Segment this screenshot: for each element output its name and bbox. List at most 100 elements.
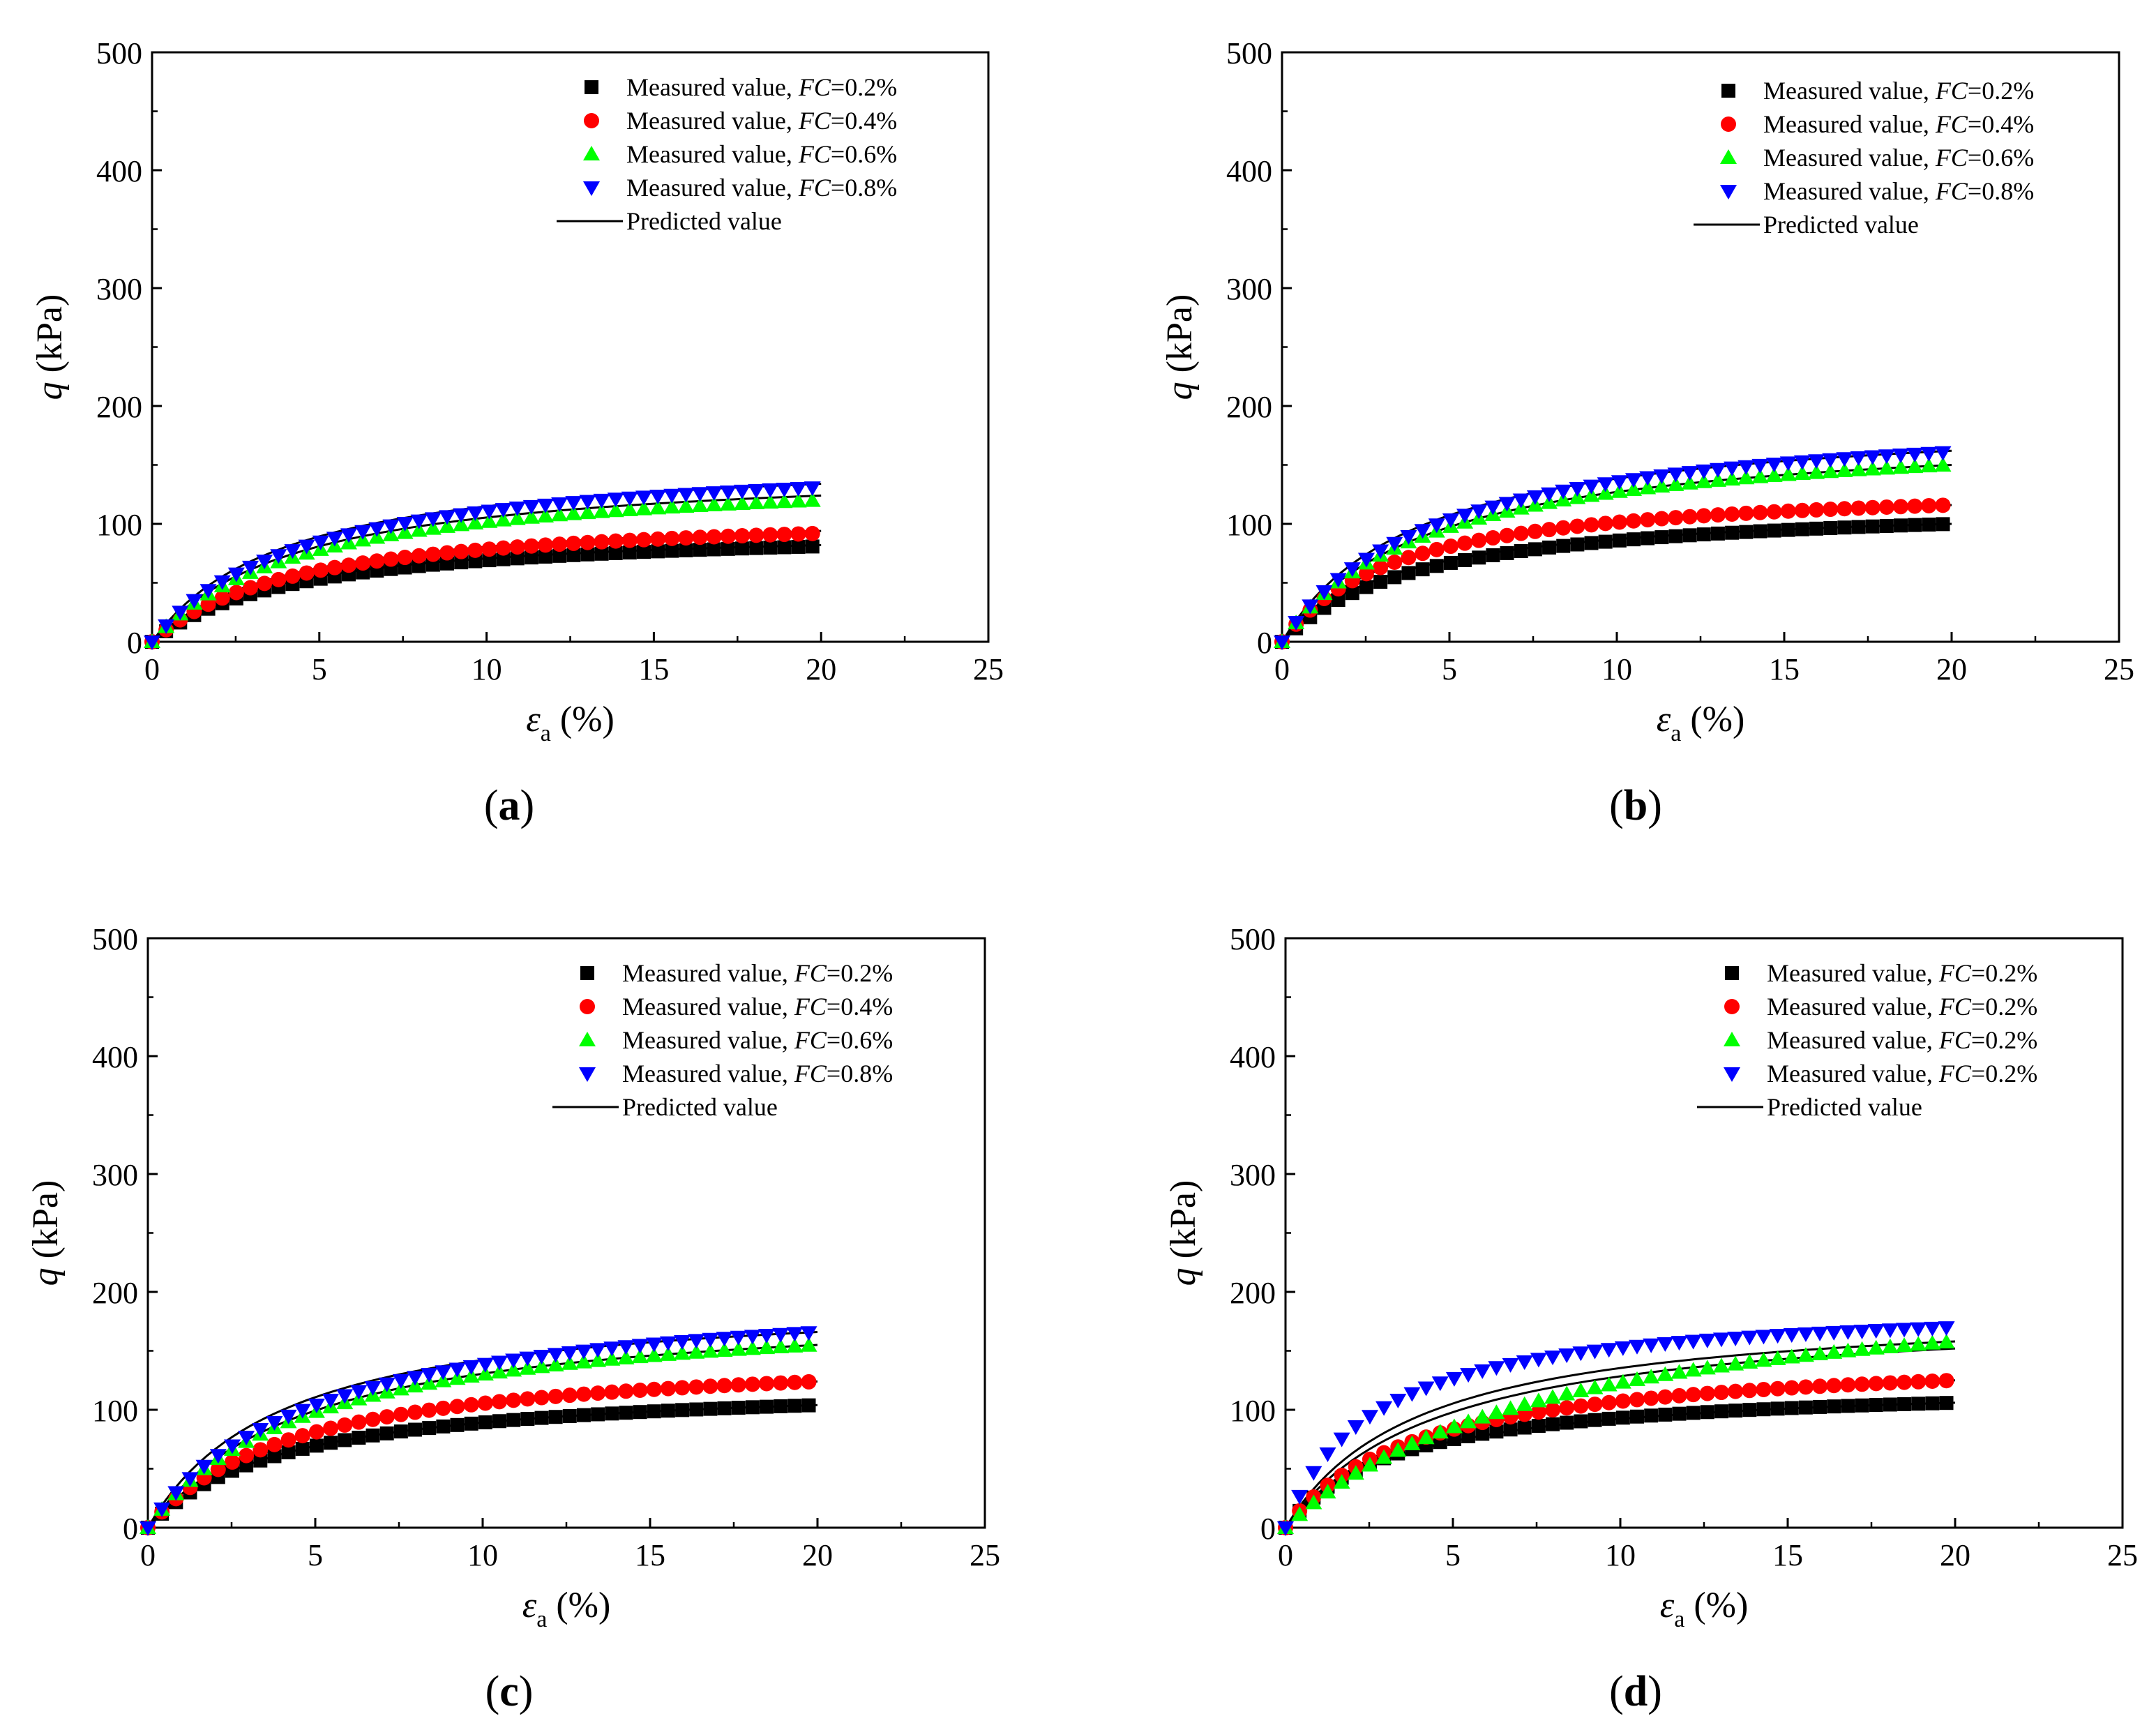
data-point bbox=[1558, 1348, 1576, 1364]
data-point bbox=[777, 540, 792, 555]
y-tick-label: 0 bbox=[1257, 626, 1272, 660]
data-point bbox=[688, 1334, 705, 1349]
data-point bbox=[1514, 544, 1528, 559]
data-point bbox=[195, 1459, 213, 1475]
data-point bbox=[340, 528, 358, 543]
data-point bbox=[519, 1351, 536, 1367]
data-point bbox=[663, 499, 681, 514]
x-tick-label: 20 bbox=[1936, 652, 1967, 686]
data-point bbox=[1794, 502, 1810, 518]
data-point bbox=[621, 491, 638, 506]
data-point bbox=[1850, 500, 1867, 516]
legend-label-1: Measured value, FC=0.2% bbox=[626, 73, 897, 101]
data-point bbox=[1516, 1396, 1533, 1411]
data-point bbox=[1460, 1368, 1477, 1383]
y-tick-label: 500 bbox=[1226, 36, 1272, 70]
data-point bbox=[1403, 1436, 1421, 1451]
data-point bbox=[1728, 1383, 1744, 1399]
series-1 bbox=[1275, 517, 1950, 649]
legend-label-1: Measured value, FC=0.2% bbox=[1767, 959, 2037, 987]
data-point bbox=[1779, 456, 1797, 472]
legend: Measured value, FC=0.2% Measured value, F… bbox=[552, 959, 893, 1121]
data-point bbox=[1358, 566, 1374, 582]
data-point bbox=[1813, 1399, 1827, 1414]
data-point bbox=[774, 1399, 788, 1413]
y-tick-label: 200 bbox=[1226, 390, 1272, 424]
data-point bbox=[1600, 1376, 1618, 1392]
y-tick-label: 500 bbox=[1230, 922, 1276, 956]
data-point bbox=[663, 488, 681, 504]
data-point bbox=[1461, 1429, 1476, 1443]
data-point bbox=[1781, 522, 1795, 537]
x-tick-label: 25 bbox=[2104, 652, 2134, 686]
data-point bbox=[646, 1381, 662, 1397]
data-point bbox=[1615, 1410, 1630, 1425]
data-point bbox=[266, 1436, 282, 1452]
data-point bbox=[1836, 452, 1853, 467]
data-point bbox=[396, 524, 414, 539]
data-point bbox=[579, 504, 596, 520]
legend-marker-3 bbox=[583, 146, 600, 160]
legend-label-3: Measured value, FC=0.6% bbox=[1763, 144, 2034, 172]
data-point bbox=[636, 532, 652, 548]
data-point bbox=[210, 1461, 226, 1477]
data-point bbox=[1615, 1393, 1631, 1409]
data-point bbox=[1474, 1408, 1491, 1424]
data-point bbox=[1766, 504, 1782, 520]
data-point bbox=[1291, 1506, 1309, 1521]
data-point bbox=[688, 1379, 704, 1395]
y-tick-label: 300 bbox=[96, 272, 142, 306]
data-point bbox=[649, 489, 667, 504]
data-point bbox=[350, 1385, 368, 1400]
data-point bbox=[172, 605, 189, 621]
series-3 bbox=[1277, 1333, 1955, 1534]
data-point bbox=[1626, 513, 1641, 529]
data-point bbox=[1475, 1427, 1490, 1441]
data-point bbox=[1639, 471, 1657, 486]
data-point bbox=[547, 1348, 564, 1363]
data-point bbox=[1531, 1418, 1546, 1433]
data-point bbox=[1783, 1348, 1800, 1364]
data-point bbox=[691, 497, 709, 512]
data-point bbox=[393, 1424, 408, 1439]
data-point bbox=[1544, 1389, 1562, 1404]
data-point bbox=[1728, 1404, 1743, 1418]
data-point bbox=[1878, 460, 1895, 475]
data-point bbox=[1530, 1353, 1547, 1368]
data-point bbox=[721, 541, 735, 556]
x-tick-label: 0 bbox=[140, 1538, 156, 1572]
data-point bbox=[239, 1447, 255, 1464]
data-point bbox=[1417, 1381, 1435, 1397]
data-point bbox=[537, 498, 555, 513]
data-point bbox=[1853, 1341, 1871, 1356]
data-point bbox=[731, 1401, 746, 1415]
data-point bbox=[773, 1375, 789, 1391]
data-point bbox=[1653, 469, 1671, 484]
legend-label-3: Measured value, FC=0.2% bbox=[1767, 1026, 2037, 1054]
data-point bbox=[1569, 482, 1586, 497]
data-point bbox=[1808, 454, 1825, 469]
data-point bbox=[1319, 1484, 1336, 1499]
data-point bbox=[1347, 1420, 1364, 1435]
data-point bbox=[1545, 1402, 1561, 1418]
data-point bbox=[338, 1433, 352, 1447]
data-point bbox=[551, 506, 568, 522]
data-point bbox=[580, 547, 595, 562]
data-point bbox=[1739, 525, 1754, 539]
y-tick-label: 100 bbox=[1230, 1394, 1276, 1428]
data-point bbox=[1556, 539, 1571, 553]
legend-marker-2 bbox=[1721, 116, 1736, 132]
data-point bbox=[787, 1399, 802, 1413]
data-point bbox=[1924, 1321, 1941, 1337]
series-2 bbox=[140, 1374, 817, 1535]
data-point bbox=[1516, 1355, 1533, 1371]
legend-marker-1 bbox=[1725, 966, 1739, 980]
data-point bbox=[256, 555, 273, 570]
data-point bbox=[744, 1330, 761, 1345]
data-point bbox=[186, 594, 203, 609]
y-axis-title: q (kPa) bbox=[1163, 1180, 1203, 1286]
data-point bbox=[520, 1391, 536, 1407]
data-point bbox=[608, 546, 623, 560]
data-point bbox=[285, 568, 301, 584]
data-point bbox=[425, 546, 441, 562]
